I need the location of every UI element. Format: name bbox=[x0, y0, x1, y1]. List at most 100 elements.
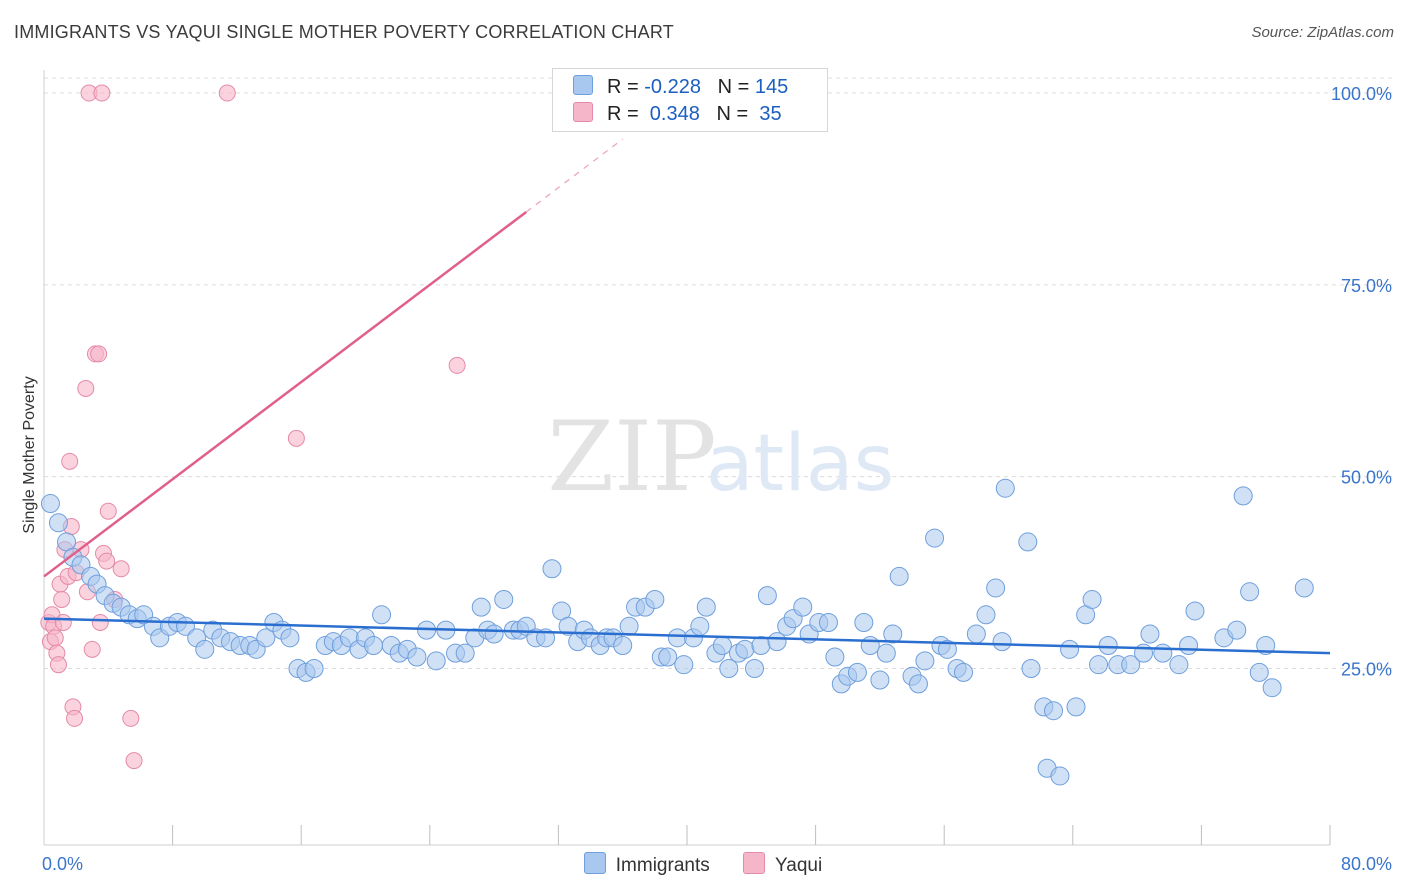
immigrants-point bbox=[876, 643, 896, 663]
immigrants-point bbox=[915, 651, 935, 671]
immigrants-point bbox=[1089, 655, 1109, 675]
yaqui-point bbox=[112, 560, 130, 578]
r-value: 0.348 bbox=[644, 103, 700, 125]
yaqui-point bbox=[66, 709, 84, 727]
n-label: N = bbox=[717, 76, 750, 98]
immigrants-point bbox=[937, 639, 957, 659]
yaqui-swatch bbox=[573, 102, 593, 122]
immigrants-point bbox=[908, 674, 928, 694]
immigrants-point bbox=[195, 639, 215, 659]
axes bbox=[43, 70, 1331, 846]
tick-labels: 25.0% 50.0% 75.0% 100.0% 0.0% 80.0% bbox=[42, 84, 1392, 874]
yaqui-point bbox=[99, 502, 117, 520]
trend-lines bbox=[43, 138, 1331, 655]
yaqui-point bbox=[77, 379, 95, 397]
immigrants-point bbox=[757, 586, 777, 606]
immigrants-point bbox=[860, 635, 880, 655]
chart-title: IMMIGRANTS VS YAQUI SINGLE MOTHER POVERT… bbox=[14, 22, 674, 42]
immigrants-point bbox=[1140, 624, 1160, 644]
yaqui-point bbox=[53, 590, 71, 608]
immigrants-point bbox=[986, 578, 1006, 598]
immigrants-point bbox=[494, 589, 514, 609]
immigrants-swatch bbox=[573, 75, 593, 95]
immigrants-point bbox=[1153, 643, 1173, 663]
yaqui-point bbox=[46, 629, 64, 647]
n-label: N = bbox=[716, 103, 749, 125]
yaqui-point bbox=[49, 656, 67, 674]
immigrants-point bbox=[1240, 582, 1260, 602]
n-value: 145 bbox=[754, 76, 789, 98]
r-label: R = bbox=[607, 103, 639, 125]
immigrants-point bbox=[1294, 578, 1314, 598]
r-label: R = bbox=[607, 76, 639, 98]
immigrants-point bbox=[883, 624, 903, 644]
immigrants-point bbox=[1044, 701, 1064, 721]
yaqui-point bbox=[218, 84, 236, 102]
legend-item-yaqui[interactable]: Yaqui bbox=[743, 852, 822, 877]
immigrants-point bbox=[847, 662, 867, 682]
series-legend: Immigrants Yaqui bbox=[0, 852, 1406, 877]
immigrants-point bbox=[1021, 659, 1041, 679]
immigrants-point bbox=[407, 647, 427, 667]
immigrants-point bbox=[304, 659, 324, 679]
immigrants-point bbox=[613, 635, 633, 655]
immigrants-point bbox=[1249, 662, 1269, 682]
immigrants-point bbox=[1256, 635, 1276, 655]
immigrants-point bbox=[745, 659, 765, 679]
immigrants-series bbox=[40, 478, 1314, 786]
yaqui-point bbox=[98, 552, 116, 570]
immigrants-point bbox=[976, 605, 996, 625]
r-value: -0.228 bbox=[644, 76, 701, 98]
yaqui-trend-extension bbox=[525, 138, 624, 213]
yaqui-series bbox=[40, 84, 466, 770]
immigrants-point bbox=[484, 624, 504, 644]
immigrants-point bbox=[696, 597, 716, 617]
immigrants-point bbox=[995, 478, 1015, 498]
legend-label: Immigrants bbox=[615, 855, 710, 876]
watermark-zip: ZIP bbox=[547, 401, 716, 513]
yaqui-point bbox=[448, 356, 466, 374]
yaqui-point bbox=[54, 613, 72, 631]
immigrants-point bbox=[793, 597, 813, 617]
immigrants-point bbox=[455, 643, 475, 663]
immigrants-point bbox=[1066, 697, 1086, 717]
immigrants-point bbox=[426, 651, 446, 671]
yaqui-point bbox=[83, 640, 101, 658]
immigrants-point bbox=[1262, 678, 1282, 698]
immigrants-point bbox=[1179, 635, 1199, 655]
immigrants-point bbox=[667, 628, 687, 648]
yaqui-trend-line bbox=[43, 210, 528, 578]
immigrants-point bbox=[966, 624, 986, 644]
immigrants-point bbox=[674, 655, 694, 675]
gridlines bbox=[44, 77, 1392, 670]
source-label: Source: ZipAtlas.com bbox=[1251, 24, 1394, 41]
n-value: 35 bbox=[753, 103, 782, 125]
immigrants-point bbox=[870, 670, 890, 690]
correlation-legend: R = -0.228 N = 145 R = 0.348 N = 35 bbox=[552, 68, 828, 132]
y-axis-label: Single Mother Poverty bbox=[21, 376, 38, 534]
immigrants-point bbox=[767, 632, 787, 652]
legend-item-immigrants[interactable]: Immigrants bbox=[583, 852, 710, 877]
immigrants-point bbox=[690, 616, 710, 636]
y-tick-label: 75.0% bbox=[1341, 276, 1392, 296]
immigrants-point bbox=[542, 559, 562, 579]
immigrants-swatch bbox=[583, 852, 606, 874]
yaqui-point bbox=[125, 752, 143, 770]
immigrants-point bbox=[364, 635, 384, 655]
immigrants-point bbox=[953, 662, 973, 682]
yaqui-point bbox=[91, 613, 109, 631]
yaqui-point bbox=[90, 345, 108, 363]
x-tick-label-min: 0.0% bbox=[42, 854, 83, 874]
legend-label: Yaqui bbox=[775, 855, 823, 876]
immigrants-point bbox=[1050, 766, 1070, 786]
immigrants-point bbox=[1169, 655, 1189, 675]
yaqui-point bbox=[287, 429, 305, 447]
yaqui-point bbox=[122, 709, 140, 727]
watermark: ZIP atlas bbox=[547, 401, 894, 513]
immigrants-point bbox=[1227, 620, 1247, 640]
immigrants-point bbox=[619, 616, 639, 636]
immigrants-point bbox=[889, 566, 909, 586]
x-tick-label-max: 80.0% bbox=[1341, 854, 1392, 874]
yaqui-point bbox=[61, 452, 79, 470]
